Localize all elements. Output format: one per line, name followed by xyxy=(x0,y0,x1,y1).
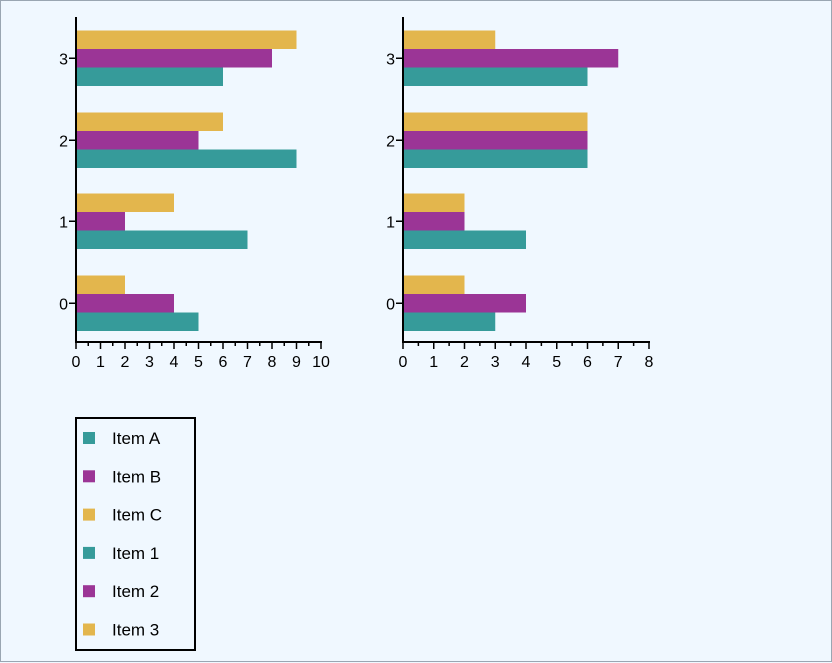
bar-item-a-cat-0 xyxy=(76,312,199,331)
x-tick-label: 8 xyxy=(268,354,277,371)
x-tick-label: 2 xyxy=(460,354,469,371)
bar-item-3-cat-1 xyxy=(403,193,465,212)
x-tick-label: 5 xyxy=(194,354,203,371)
x-tick-label: 5 xyxy=(552,354,561,371)
x-tick-label: 0 xyxy=(399,354,408,371)
legend-swatch xyxy=(83,470,95,483)
bar-item-1-cat-0 xyxy=(403,312,496,331)
bar-item-1-cat-1 xyxy=(403,230,526,249)
y-tick-label: 0 xyxy=(59,296,68,313)
legend-label: Item 2 xyxy=(112,582,159,601)
bar-item-c-cat-0 xyxy=(76,275,125,294)
legend-label: Item 3 xyxy=(112,621,159,640)
x-tick-label: 6 xyxy=(583,354,592,371)
legend-label: Item C xyxy=(112,506,162,525)
bar-item-c-cat-1 xyxy=(76,193,174,212)
bar-item-c-cat-2 xyxy=(76,112,223,131)
x-tick-label: 3 xyxy=(145,354,154,371)
x-tick-label: 8 xyxy=(645,354,654,371)
x-tick-label: 4 xyxy=(170,354,179,371)
x-tick-label: 7 xyxy=(243,354,252,371)
y-tick-label: 3 xyxy=(386,51,395,68)
y-tick-label: 2 xyxy=(386,133,395,150)
legend-swatch xyxy=(83,585,95,598)
legend-swatch xyxy=(83,432,95,444)
bar-item-a-cat-1 xyxy=(76,230,248,249)
x-tick-label: 0 xyxy=(72,354,81,371)
x-tick-label: 1 xyxy=(429,354,438,371)
x-tick-label: 6 xyxy=(219,354,228,371)
y-tick-label: 1 xyxy=(386,214,395,231)
x-tick-label: 2 xyxy=(121,354,130,371)
bar-item-3-cat-0 xyxy=(403,275,465,294)
bar-item-3-cat-3 xyxy=(403,30,496,49)
legend-swatch xyxy=(83,546,95,559)
legend-label: Item A xyxy=(112,429,161,448)
legend: Item A Item B Item C Item 1 Item 2 Item 3 xyxy=(75,417,196,651)
y-tick-label: 1 xyxy=(59,214,68,231)
legend-box xyxy=(75,417,196,651)
bar-item-2-cat-1 xyxy=(403,212,465,231)
bar-item-3-cat-2 xyxy=(403,112,588,131)
bar-item-1-cat-3 xyxy=(403,67,588,86)
right-bar-chart: 0 1 2 3 4 5 6 7 8 0 1 2 3 xyxy=(386,17,654,371)
x-tick-label: 1 xyxy=(96,354,105,371)
bar-item-2-cat-3 xyxy=(403,49,619,68)
x-tick-label: 7 xyxy=(614,354,623,371)
y-tick-label: 2 xyxy=(59,133,68,150)
bar-item-2-cat-0 xyxy=(403,294,526,313)
bar-item-1-cat-2 xyxy=(403,149,588,168)
bar-item-a-cat-3 xyxy=(76,67,223,86)
bar-item-b-cat-3 xyxy=(76,49,272,68)
legend-swatch xyxy=(83,508,95,521)
bar-item-b-cat-1 xyxy=(76,212,125,231)
y-tick-label: 0 xyxy=(386,296,395,313)
bar-item-a-cat-2 xyxy=(76,149,297,168)
legend-label: Item B xyxy=(112,467,161,486)
bar-item-2-cat-2 xyxy=(403,131,588,150)
legend-swatch xyxy=(83,623,95,636)
bar-item-b-cat-0 xyxy=(76,294,174,313)
y-tick-label: 3 xyxy=(59,51,68,68)
x-tick-label: 3 xyxy=(491,354,500,371)
bar-item-c-cat-3 xyxy=(76,30,297,49)
x-tick-label: 10 xyxy=(312,354,330,371)
legend-label: Item 1 xyxy=(112,544,159,563)
x-tick-label: 4 xyxy=(522,354,531,371)
bar-item-b-cat-2 xyxy=(76,131,199,150)
x-tick-label: 9 xyxy=(292,354,301,371)
